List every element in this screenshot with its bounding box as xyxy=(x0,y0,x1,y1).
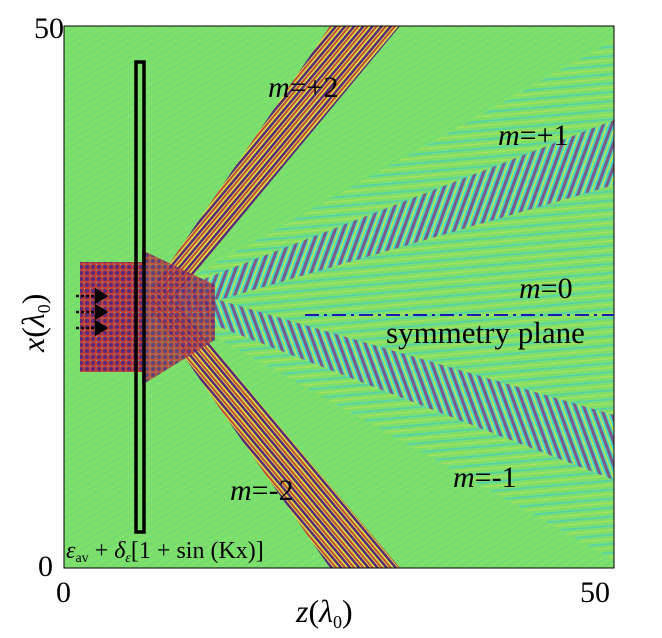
near-field-pattern xyxy=(142,250,215,385)
field-map xyxy=(64,26,614,568)
label-m-zero: m=0 xyxy=(519,272,573,305)
symmetry-plane-label: symmetry plane xyxy=(386,315,585,350)
x-axis-label: z(λ0) xyxy=(295,593,353,632)
beam-m-minus2 xyxy=(145,285,400,568)
beam-m-plus2 xyxy=(145,26,400,315)
y-tick-bottom: 0 xyxy=(38,550,53,583)
grating-slab xyxy=(134,60,146,534)
x-tick-right: 50 xyxy=(580,576,610,609)
x-tick-left: 0 xyxy=(56,576,71,609)
y-tick-top: 50 xyxy=(34,12,64,45)
label-m-minus2: m=-2 xyxy=(230,474,294,507)
label-m-plus2: m=+2 xyxy=(268,71,339,104)
permittivity-formula: εav + δε[1 + sin (Kx)] xyxy=(66,538,264,566)
label-m-minus1: m=-1 xyxy=(453,461,517,494)
incident-arrows xyxy=(76,287,109,337)
plot-frame xyxy=(63,25,615,569)
beam-m-minus1 xyxy=(150,280,614,480)
y-axis-label: x(λ0) xyxy=(15,294,54,353)
beam-m-plus1 xyxy=(150,120,614,320)
label-m-plus1: m=+1 xyxy=(498,119,569,152)
incident-beam-region xyxy=(80,262,142,372)
